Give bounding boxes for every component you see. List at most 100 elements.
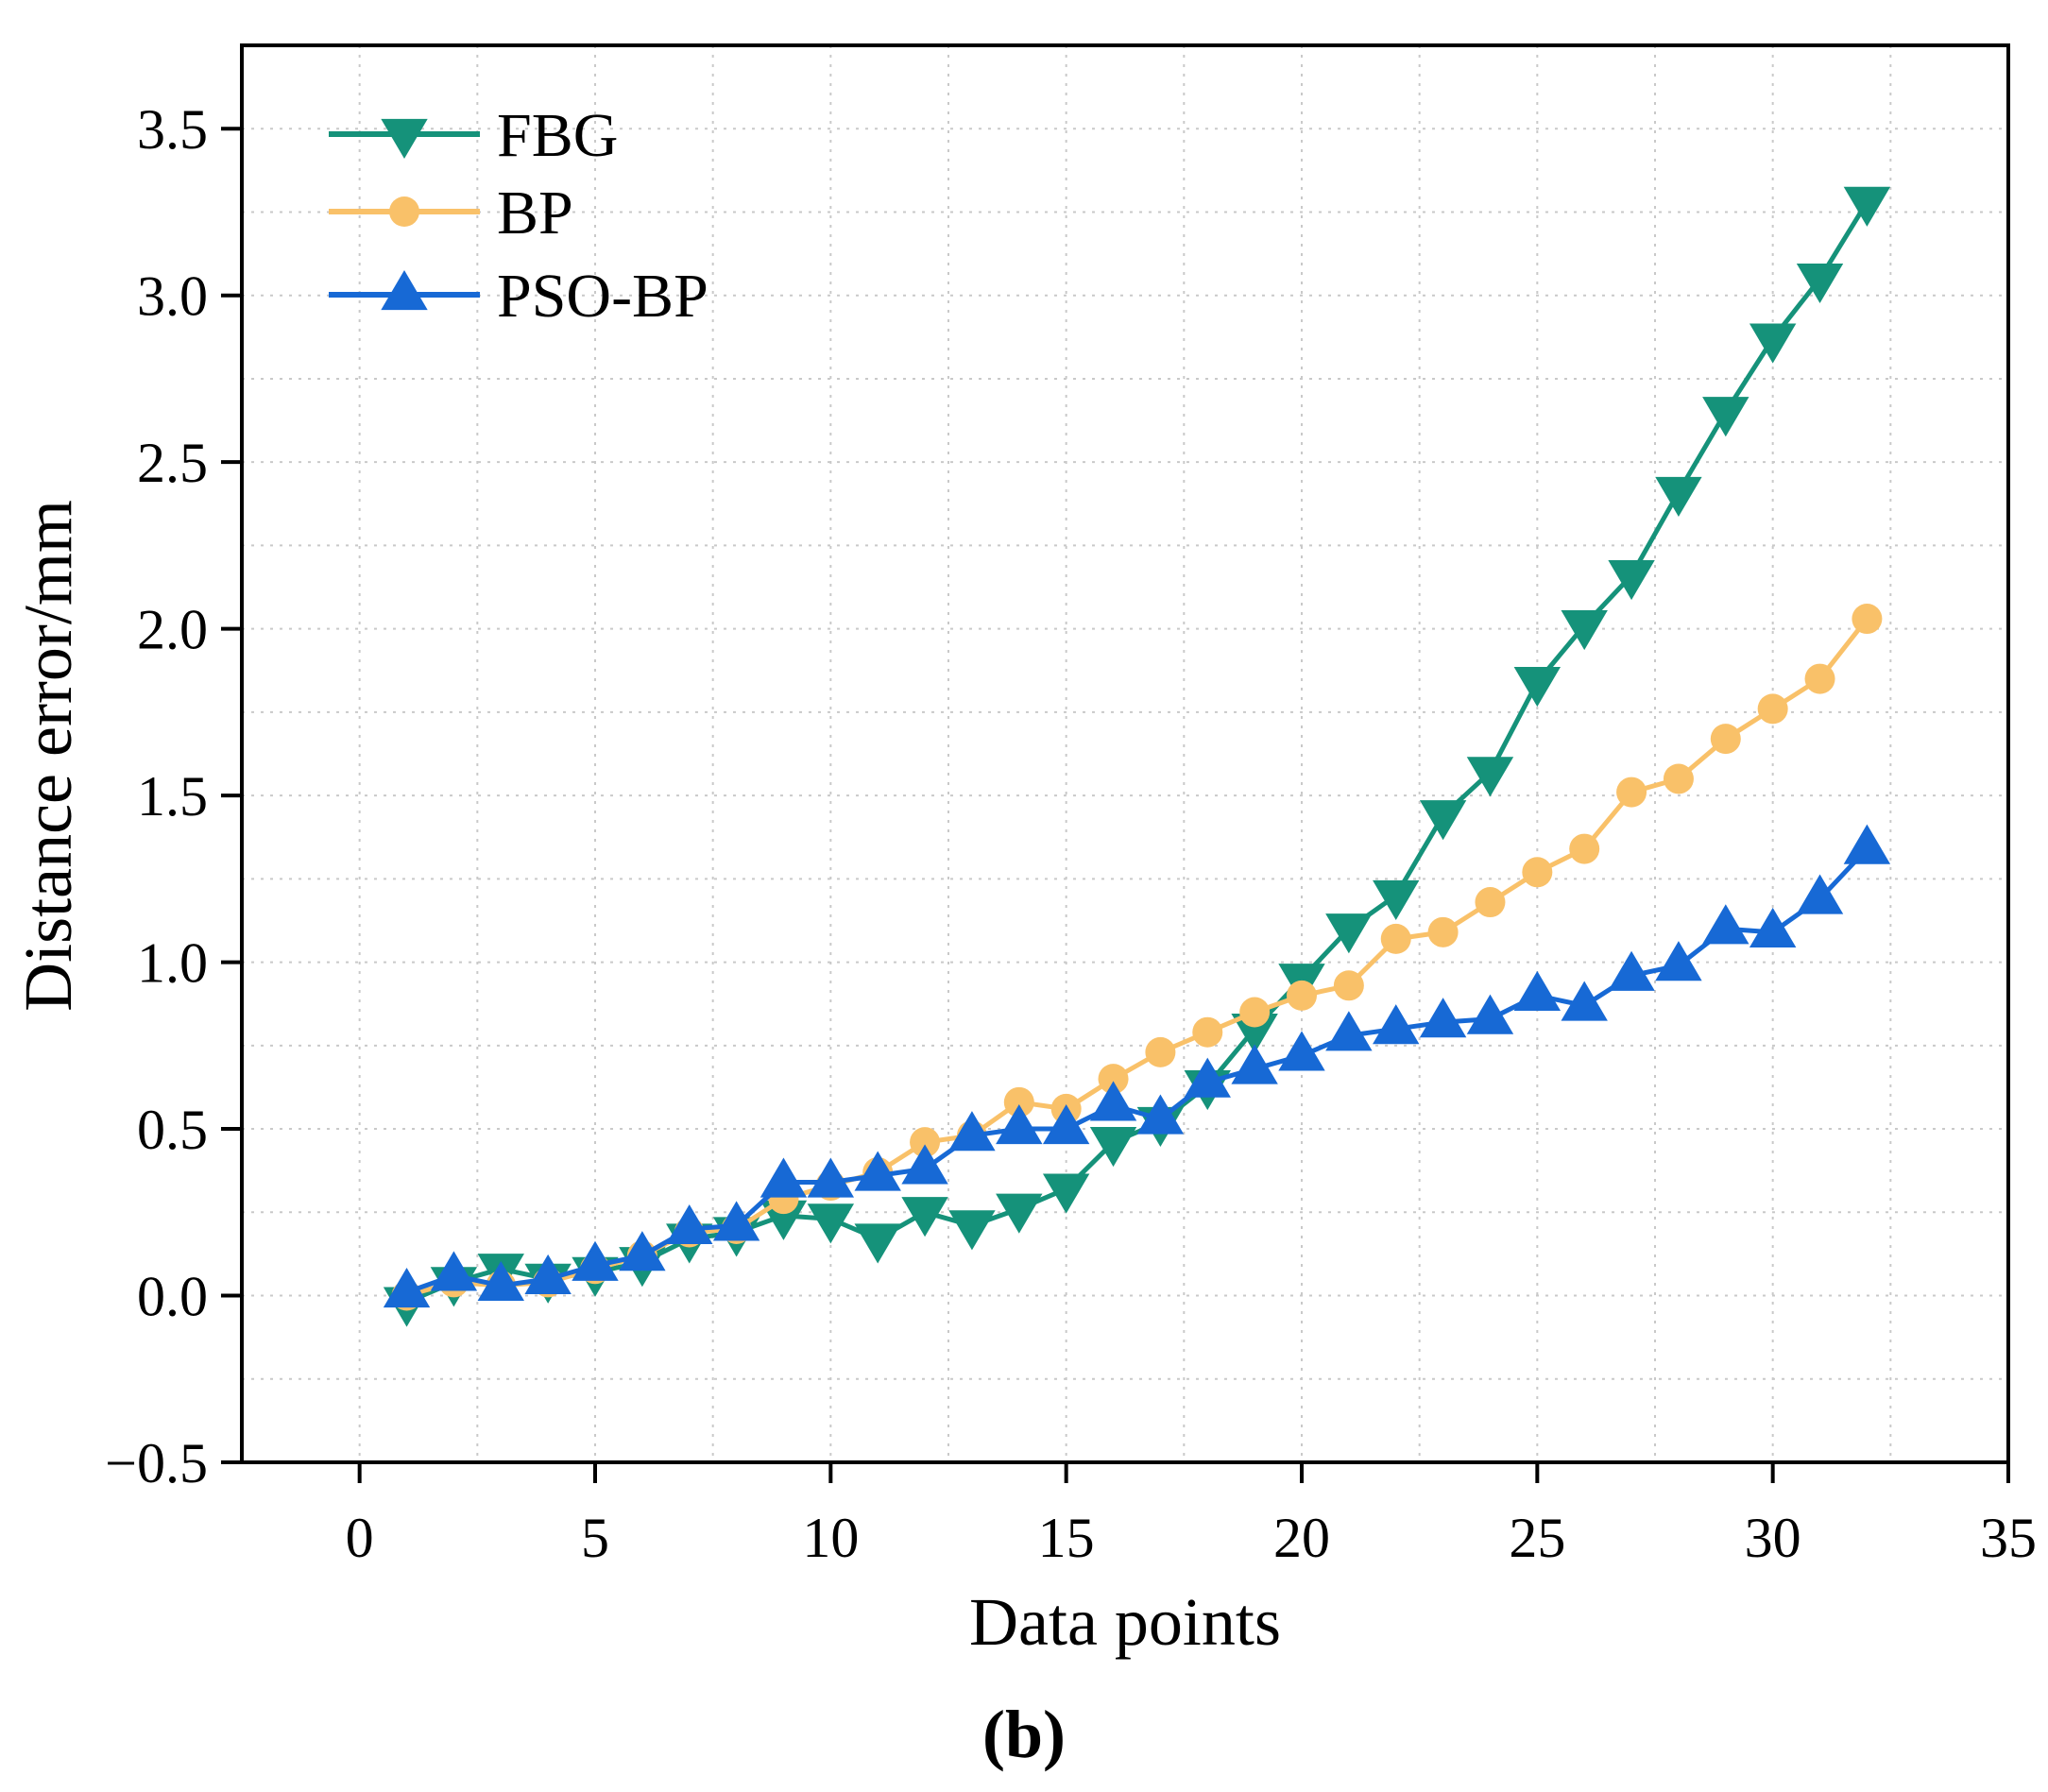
data-point-pso-bp [383, 1268, 431, 1308]
data-point-bp [1616, 777, 1647, 808]
data-point-fbg [1373, 879, 1420, 920]
data-point-pso-bp [1513, 970, 1562, 1012]
legend-label-fbg: FBG [497, 101, 618, 170]
data-point-bp [1522, 857, 1553, 888]
data-point-pso-bp [901, 1144, 948, 1185]
data-point-pso-bp [1466, 994, 1514, 1034]
data-point-pso-bp [854, 1151, 901, 1191]
series-line-bp [405, 617, 1869, 1298]
x-tick-label: 25 [1509, 1507, 1565, 1569]
data-point-fbg [1419, 800, 1467, 841]
data-point-bp [1475, 887, 1506, 918]
data-point-pso-bp [430, 1251, 478, 1291]
series-fbg [383, 186, 1891, 1327]
y-tick-label: −0.5 [105, 1432, 208, 1494]
legend-marker-fbg [381, 118, 428, 159]
data-point-pso-bp [1702, 904, 1749, 945]
data-point-fbg [1561, 609, 1608, 651]
data-point-pso-bp [619, 1231, 666, 1271]
data-point-fbg [759, 1200, 808, 1240]
y-tick-label: 2.0 [137, 599, 208, 661]
data-point-bp [1569, 833, 1600, 864]
grid-lines [242, 44, 2009, 1462]
x-tick-label: 35 [1980, 1507, 2037, 1569]
y-tick-label: 1.5 [137, 765, 208, 828]
data-point-pso-bp [1561, 981, 1608, 1021]
data-point-pso-bp [1419, 998, 1467, 1038]
data-point-fbg [1608, 560, 1655, 601]
data-point-bp [1710, 724, 1741, 755]
series-line-pso-bp [405, 846, 1869, 1295]
data-point-fbg [1042, 1173, 1090, 1214]
series-layer [383, 186, 1891, 1327]
data-point-fbg [1231, 1014, 1278, 1054]
x-tick-label: 0 [346, 1507, 374, 1569]
data-point-fbg [1843, 186, 1891, 227]
y-axis: −0.5 0.0 0.5 1.0 1.5 2.0 2.5 3.0 3.5 [105, 98, 242, 1494]
data-point-bp [1003, 1086, 1034, 1118]
data-point-pso-bp [477, 1260, 524, 1302]
data-point-fbg [1089, 1127, 1137, 1168]
series-bp [391, 604, 1883, 1311]
legend: FBG BP PSO-BP [329, 101, 708, 331]
data-point-pso-bp [807, 1157, 855, 1198]
data-point-fbg [1325, 913, 1373, 954]
data-point-pso-bp [1608, 950, 1655, 991]
data-point-fbg [807, 1203, 855, 1244]
data-point-pso-bp [572, 1240, 619, 1281]
y-tick-label: 2.5 [137, 432, 208, 494]
data-point-fbg [1796, 263, 1844, 304]
data-point-pso-bp [1042, 1104, 1090, 1145]
data-point-bp [1098, 1064, 1129, 1095]
y-tick-label: 1.0 [137, 932, 208, 995]
series-pso-bp [383, 824, 1891, 1308]
data-point-bp [1757, 693, 1788, 725]
data-point-pso-bp [948, 1111, 996, 1152]
data-point-bp [1380, 923, 1411, 954]
data-point-pso-bp [712, 1201, 760, 1241]
data-point-fbg [1655, 476, 1702, 517]
data-point-pso-bp [1231, 1044, 1278, 1084]
data-point-fbg [901, 1197, 948, 1237]
x-axis: 0 5 10 15 20 25 30 35 [346, 1462, 2037, 1569]
data-point-pso-bp [1089, 1081, 1137, 1121]
plot-area-frame [240, 43, 2010, 1464]
legend-marker-bp [389, 196, 419, 227]
legend-item-fbg: FBG [329, 101, 618, 170]
data-point-pso-bp [1655, 941, 1702, 981]
data-point-fbg [1749, 323, 1797, 364]
data-point-pso-bp [996, 1104, 1043, 1145]
legend-label-bp: BP [497, 179, 573, 247]
x-tick-label: 5 [581, 1507, 609, 1569]
data-point-fbg [854, 1223, 901, 1264]
data-point-pso-bp [1278, 1031, 1325, 1071]
data-point-bp [1239, 997, 1271, 1028]
data-point-bp [1663, 763, 1694, 794]
y-tick-label: 3.5 [137, 98, 208, 161]
data-point-pso-bp [1373, 1004, 1420, 1045]
data-point-pso-bp [666, 1203, 713, 1245]
data-point-bp [1852, 604, 1883, 635]
data-point-fbg [1702, 397, 1749, 437]
series-line-fbg [405, 200, 1869, 1305]
data-point-fbg [1466, 757, 1514, 797]
y-tick-label: 3.0 [137, 265, 208, 328]
data-point-pso-bp [1843, 824, 1891, 864]
data-point-bp [1804, 663, 1835, 694]
panel-label: (b) [982, 1697, 1066, 1772]
data-point-fbg [1513, 666, 1562, 708]
data-point-pso-bp [759, 1157, 808, 1198]
data-point-pso-bp [524, 1254, 572, 1295]
legend-label-pso-bp: PSO-BP [497, 262, 708, 331]
data-point-bp [1427, 916, 1459, 947]
y-axis-title: Distance error/mm [10, 500, 86, 1012]
x-tick-label: 10 [802, 1507, 859, 1569]
y-tick-label: 0.0 [137, 1266, 208, 1328]
x-tick-label: 30 [1745, 1507, 1801, 1569]
data-point-bp [1192, 1016, 1223, 1048]
data-point-bp [1145, 1036, 1176, 1067]
legend-marker-pso-bp [381, 270, 428, 311]
y-tick-label: 0.5 [137, 1099, 208, 1161]
x-tick-label: 20 [1273, 1507, 1330, 1569]
